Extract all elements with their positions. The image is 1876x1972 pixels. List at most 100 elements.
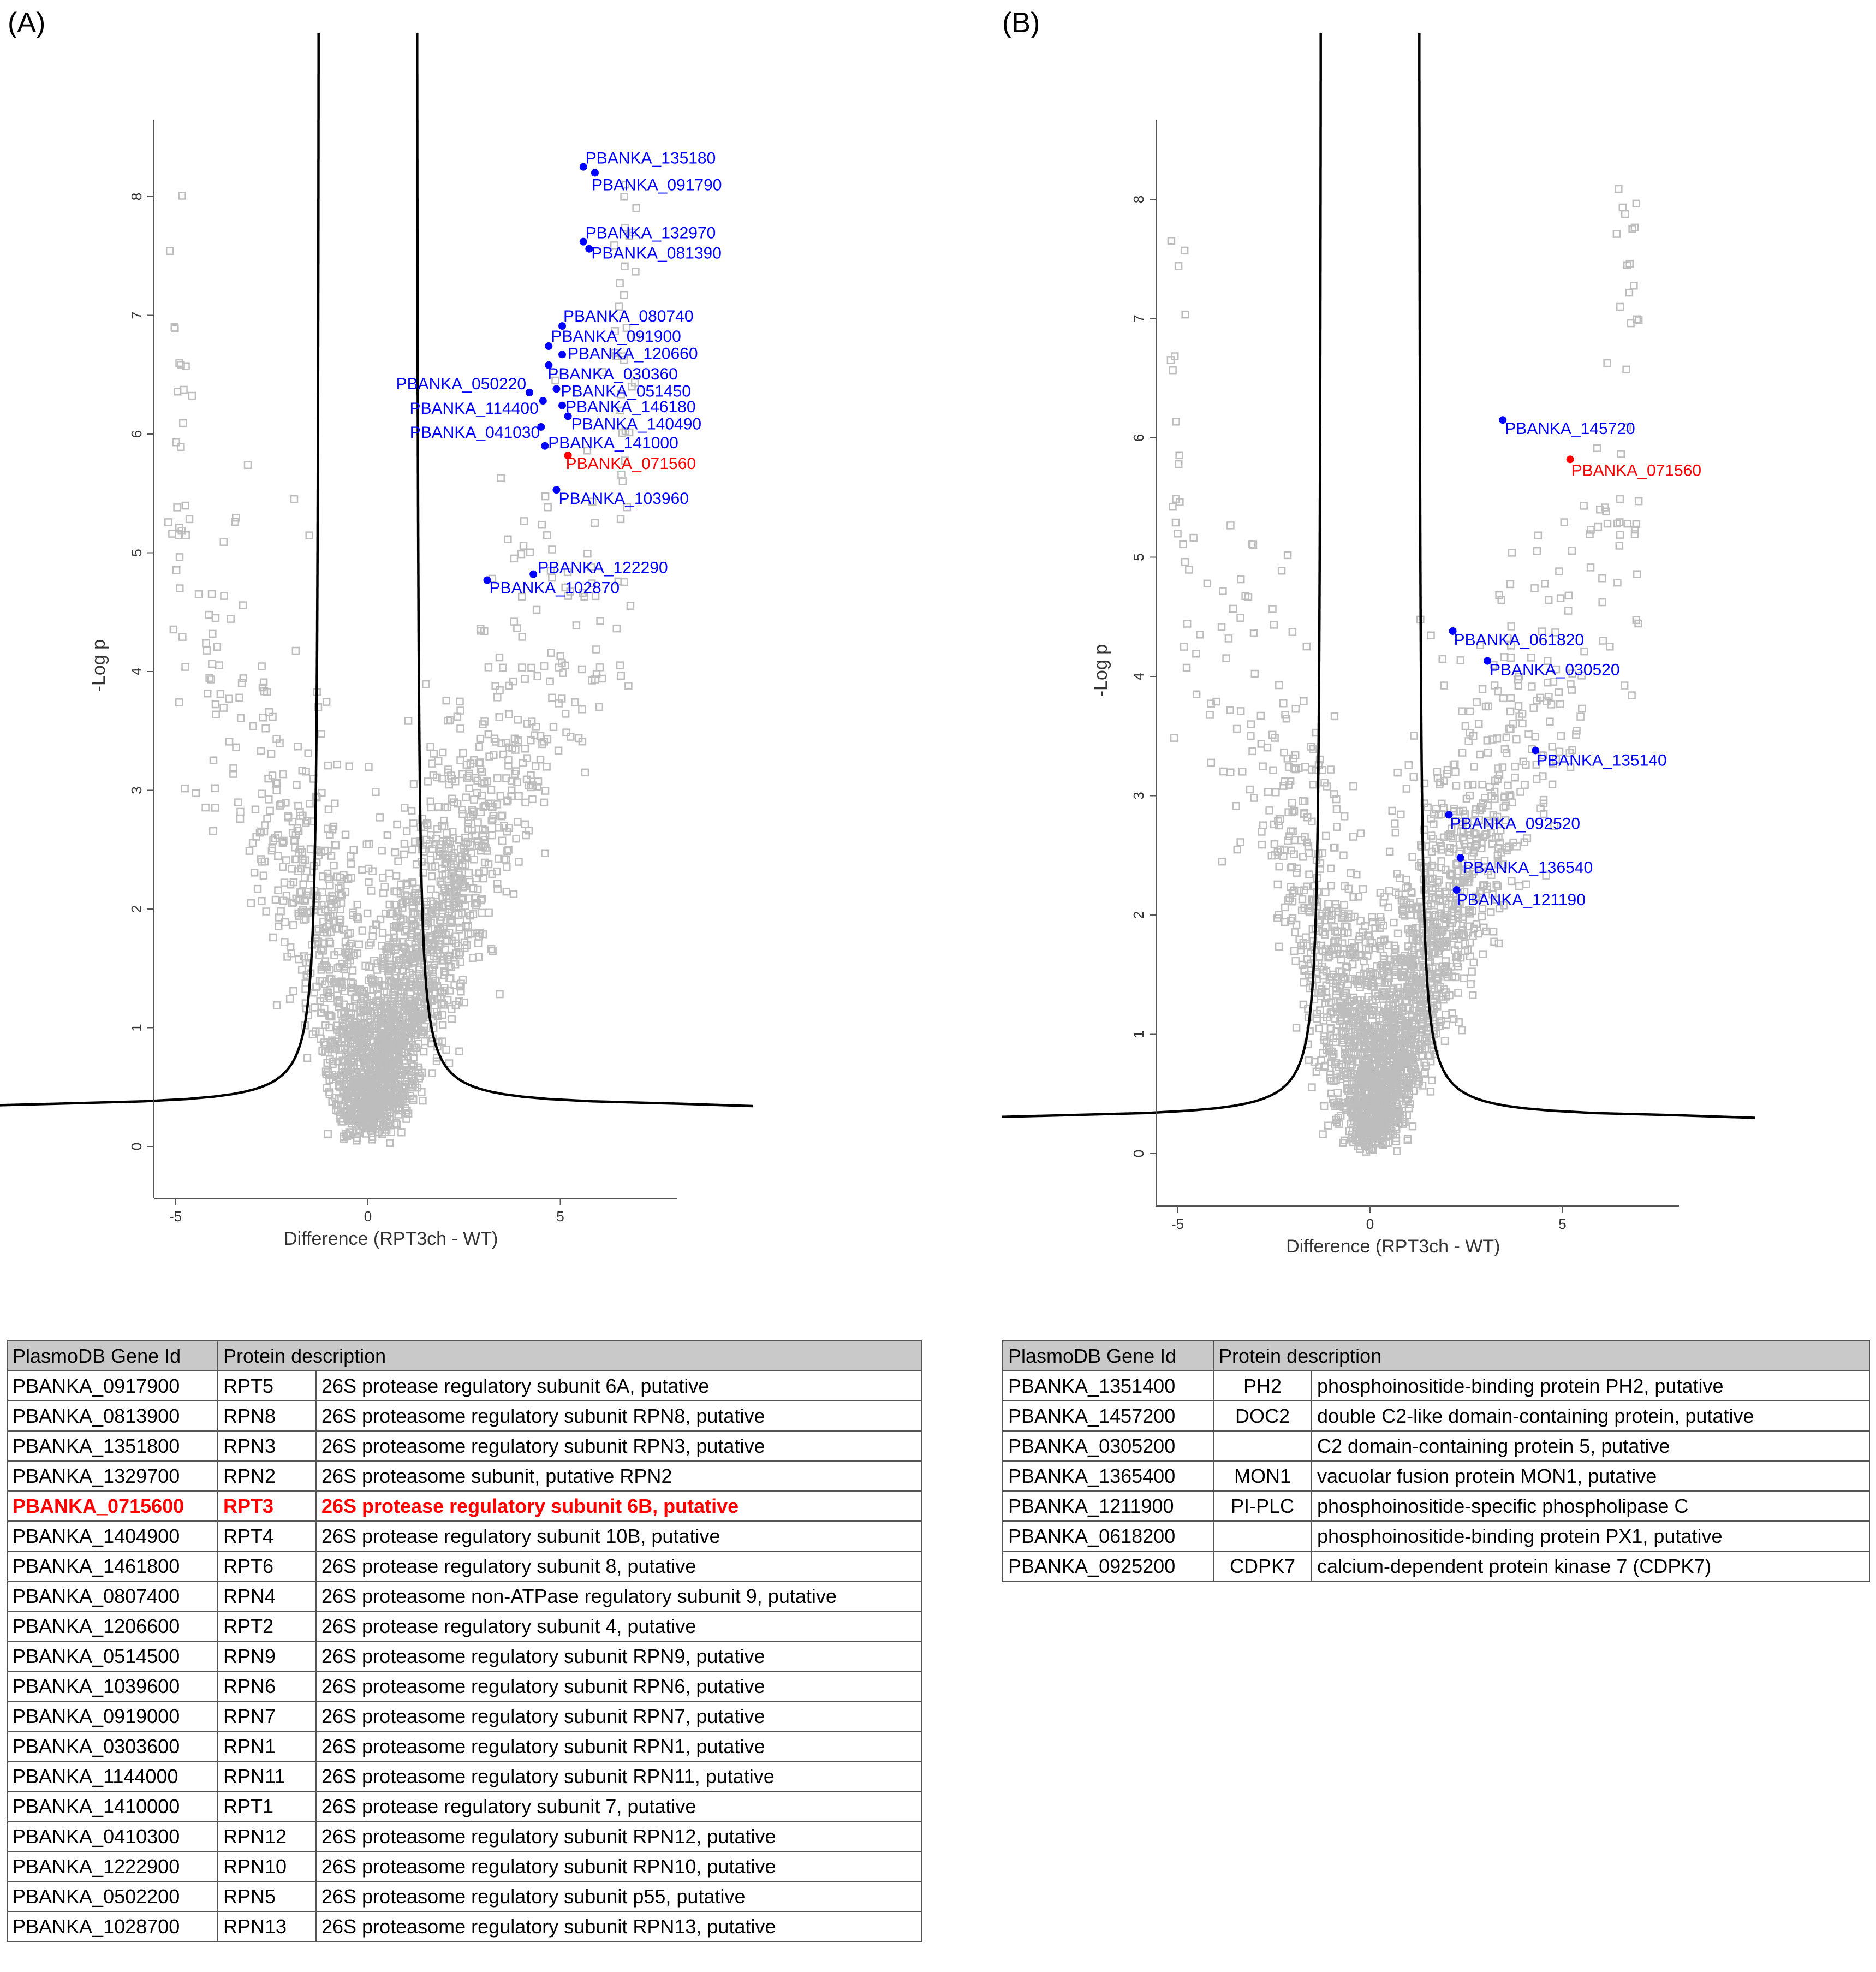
background-protein-point (1617, 450, 1625, 458)
background-protein-point (616, 406, 624, 415)
highlighted-protein-point (1449, 627, 1457, 635)
background-protein-point (1414, 1080, 1422, 1089)
background-protein-point (1428, 1076, 1436, 1085)
y-tick-label: 3 (1130, 792, 1147, 799)
background-protein-point (1385, 941, 1393, 949)
y-axis-title: -Log p (88, 639, 109, 692)
protein-label: PBANKA_120660 (568, 344, 698, 363)
symbol-cell: RPN12 (217, 1821, 317, 1852)
description-cell: 26S proteasome regulatory subunit RPN7, … (315, 1701, 922, 1732)
background-protein-point (617, 672, 626, 680)
background-protein-point (474, 885, 482, 894)
x-tick-label: 0 (364, 1208, 372, 1225)
background-protein-point (564, 592, 573, 600)
background-protein-point (1363, 952, 1372, 960)
gene-table-a: PlasmoDB Gene Id Protein description PBA… (7, 1340, 922, 1942)
background-protein-point (416, 903, 425, 911)
background-protein-point (203, 689, 212, 698)
background-protein-point (1479, 950, 1487, 958)
y-tick-label: 8 (128, 193, 145, 200)
background-protein-point (611, 326, 620, 335)
background-protein-point (1167, 236, 1176, 245)
background-protein-point (402, 960, 410, 969)
background-protein-point (388, 964, 396, 972)
background-protein-point (497, 739, 505, 747)
background-protein-point (345, 762, 353, 770)
background-protein-point (1544, 596, 1553, 604)
background-protein-point (449, 828, 457, 836)
background-protein-point (349, 1071, 357, 1080)
background-protein-point (1389, 1000, 1397, 1008)
protein-label: PBANKA_121190 (1457, 891, 1586, 909)
background-protein-point (379, 1074, 388, 1083)
background-protein-point (1392, 1133, 1400, 1142)
table-header-row: PlasmoDB Gene Id Protein description (7, 1340, 922, 1371)
background-protein-point (373, 1053, 382, 1061)
protein-label: PBANKA_114400 (409, 400, 538, 418)
background-protein-point (1506, 580, 1515, 589)
background-protein-point (1347, 1017, 1355, 1025)
background-protein-point (361, 961, 370, 970)
background-protein-point (261, 821, 269, 829)
background-protein-point (402, 896, 410, 904)
background-protein-point (344, 930, 353, 938)
background-protein-point (333, 1021, 342, 1030)
background-protein-point (1299, 1000, 1308, 1009)
background-protein-point (1356, 983, 1364, 991)
background-protein-point (281, 918, 289, 926)
background-protein-point (632, 268, 640, 276)
background-protein-point (1218, 857, 1226, 866)
background-protein-point (1398, 906, 1407, 914)
background-protein-point (1375, 1120, 1384, 1129)
background-protein-point (358, 926, 367, 935)
table-row: PBANKA_1461800 RPT6 26S protease regulator… (7, 1551, 922, 1582)
background-protein-point (521, 798, 529, 807)
background-protein-point (1391, 966, 1399, 975)
background-protein-point (502, 739, 510, 747)
background-protein-point (427, 803, 436, 812)
table-row: PBANKA_1144000 RPN11 26S proteasome regula… (7, 1761, 922, 1792)
background-protein-point (451, 1001, 460, 1009)
background-protein-point (1374, 1137, 1382, 1145)
background-protein-point (541, 849, 549, 858)
background-protein-point (484, 860, 493, 869)
background-protein-point (236, 807, 245, 816)
background-protein-point (390, 993, 398, 1002)
background-protein-point (464, 869, 473, 877)
background-protein-point (1632, 616, 1641, 625)
highlighted-protein-point (558, 351, 567, 359)
background-protein-point (595, 663, 604, 672)
background-protein-point (1405, 1004, 1414, 1012)
background-protein-point (1623, 261, 1631, 270)
background-protein-point (1247, 720, 1255, 728)
background-protein-point (1282, 715, 1291, 723)
background-protein-point (277, 907, 285, 916)
background-protein-point (303, 1054, 312, 1062)
background-protein-point (379, 874, 387, 882)
background-protein-point (271, 895, 280, 904)
background-protein-point (1419, 910, 1427, 918)
background-protein-point (1336, 984, 1344, 993)
background-protein-point (1509, 838, 1517, 847)
background-protein-point (1538, 627, 1546, 635)
background-protein-point (1348, 1131, 1356, 1139)
background-protein-point (464, 922, 472, 930)
background-protein-point (384, 1097, 393, 1106)
protein-label: PBANKA_080740 (563, 307, 694, 325)
background-protein-point (1615, 518, 1624, 526)
highlighted-protein-point (1532, 746, 1540, 755)
background-protein-point (326, 939, 335, 948)
background-protein-point (455, 835, 463, 844)
background-protein-point (1495, 904, 1504, 913)
background-protein-point (566, 587, 574, 596)
background-protein-point (1500, 792, 1509, 800)
background-protein-point (1498, 763, 1507, 771)
background-protein-point (1400, 1048, 1408, 1056)
background-protein-point (591, 675, 599, 684)
background-protein-point (251, 805, 260, 813)
background-protein-point (1437, 1017, 1445, 1025)
background-protein-point (1236, 838, 1244, 846)
background-protein-point (1528, 682, 1536, 691)
background-protein-point (408, 878, 416, 886)
background-protein-point (235, 693, 243, 702)
